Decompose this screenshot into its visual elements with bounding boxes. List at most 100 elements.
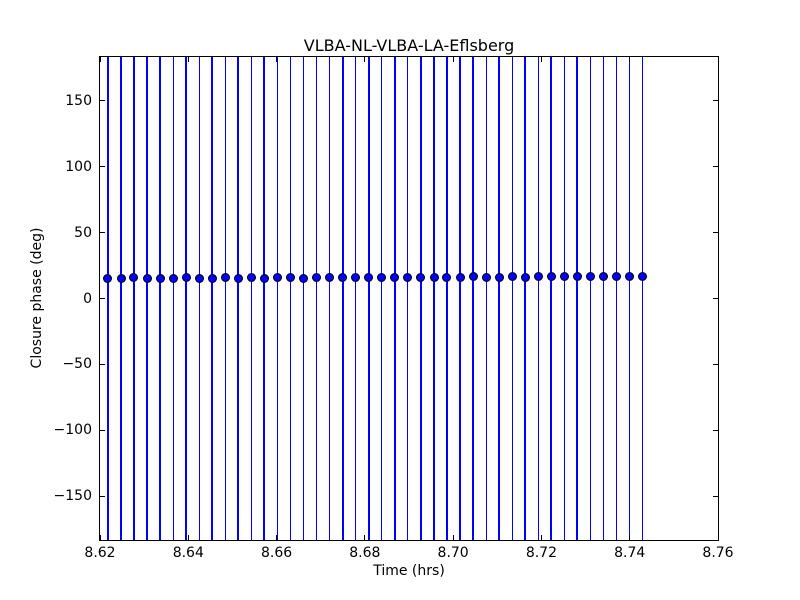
data-point-marker (351, 273, 361, 283)
error-bar (211, 57, 213, 540)
data-point-marker (468, 272, 478, 282)
y-tick-label: −150 (53, 488, 92, 505)
data-point-marker (129, 273, 139, 283)
x-tick (452, 57, 454, 62)
error-bar (120, 57, 122, 540)
error-bar (107, 57, 109, 540)
error-bar (302, 57, 305, 540)
data-point-marker (286, 273, 296, 283)
data-point-marker (559, 272, 569, 282)
data-point-marker (259, 273, 269, 283)
data-point-marker (494, 272, 504, 282)
error-bar (472, 57, 474, 540)
error-bar (498, 57, 500, 540)
error-bar (628, 57, 631, 540)
x-tick (99, 57, 101, 62)
error-bar (589, 57, 592, 540)
data-point-marker (638, 271, 648, 281)
y-tick (100, 298, 105, 299)
y-tick-label: −100 (53, 422, 92, 439)
error-bar (446, 57, 448, 540)
x-tick-label: 8.76 (702, 545, 734, 561)
x-tick (452, 535, 454, 540)
error-bar (172, 57, 175, 540)
x-tick (187, 57, 189, 62)
data-point-marker (168, 273, 178, 283)
data-point-marker (390, 273, 400, 283)
error-bar (289, 57, 292, 540)
y-tick (713, 363, 718, 365)
data-point-marker (155, 273, 165, 283)
error-bar (315, 57, 318, 540)
data-point-marker (416, 272, 426, 282)
error-bar (368, 57, 370, 540)
data-point-marker (364, 272, 374, 282)
x-tick (187, 535, 189, 540)
y-tick (713, 166, 718, 168)
error-bar (185, 57, 187, 540)
y-tick-label: −50 (62, 356, 92, 373)
y-tick (713, 232, 718, 234)
data-point-marker (507, 272, 517, 282)
error-bar (224, 57, 227, 540)
data-point-marker (429, 273, 439, 283)
x-tick (276, 57, 278, 62)
y-tick (100, 495, 105, 497)
data-point-marker (455, 272, 465, 282)
x-tick (717, 535, 719, 540)
data-point-marker (546, 272, 556, 282)
y-tick-label: 100 (65, 158, 92, 175)
data-point-marker (116, 273, 126, 283)
y-tick (100, 232, 105, 234)
x-tick-label: 8.66 (260, 545, 293, 561)
data-point-marker (481, 272, 491, 282)
x-tick (540, 535, 542, 540)
data-point-marker (377, 273, 387, 283)
data-point-marker (233, 273, 243, 283)
error-bar (615, 57, 618, 540)
data-point-marker (533, 272, 543, 282)
x-tick-label: 8.70 (437, 545, 469, 561)
error-bar (433, 57, 435, 540)
plot-title: VLBA-NL-VLBA-LA-Eflsberg (303, 36, 515, 55)
data-point-marker (220, 273, 230, 283)
error-bar (524, 57, 526, 540)
error-bar (133, 57, 135, 540)
y-tick (713, 429, 718, 431)
y-tick (713, 298, 718, 299)
error-bar (563, 57, 566, 540)
data-point-marker (442, 272, 452, 282)
error-bar (511, 57, 514, 540)
plot-area (99, 56, 719, 541)
error-bar (485, 57, 487, 540)
data-point-marker (103, 273, 113, 283)
error-bar (263, 57, 265, 540)
x-tick (629, 535, 631, 540)
error-bar (602, 57, 605, 540)
x-tick-label: 8.74 (614, 545, 646, 561)
error-bar (420, 57, 422, 540)
error-bar (641, 57, 644, 540)
x-tick-label: 8.72 (525, 545, 557, 561)
data-point-marker (611, 271, 621, 281)
error-bar (159, 57, 161, 540)
y-tick-label: 0 (83, 290, 92, 307)
error-bar (380, 57, 383, 540)
x-tick-label: 8.64 (172, 545, 204, 561)
x-tick (276, 535, 278, 540)
data-point-marker (625, 272, 635, 282)
x-tick (717, 57, 719, 62)
x-tick (540, 57, 542, 62)
data-point-marker (599, 272, 609, 282)
y-tick (100, 166, 105, 168)
error-bar (276, 57, 279, 540)
error-bar (576, 57, 578, 540)
error-bar (406, 57, 409, 540)
data-point-marker (181, 273, 191, 283)
data-point-marker (246, 273, 256, 283)
y-tick (713, 495, 718, 497)
error-bar (342, 57, 344, 540)
x-tick (364, 57, 366, 62)
data-point-marker (325, 273, 335, 283)
x-tick (629, 57, 631, 62)
